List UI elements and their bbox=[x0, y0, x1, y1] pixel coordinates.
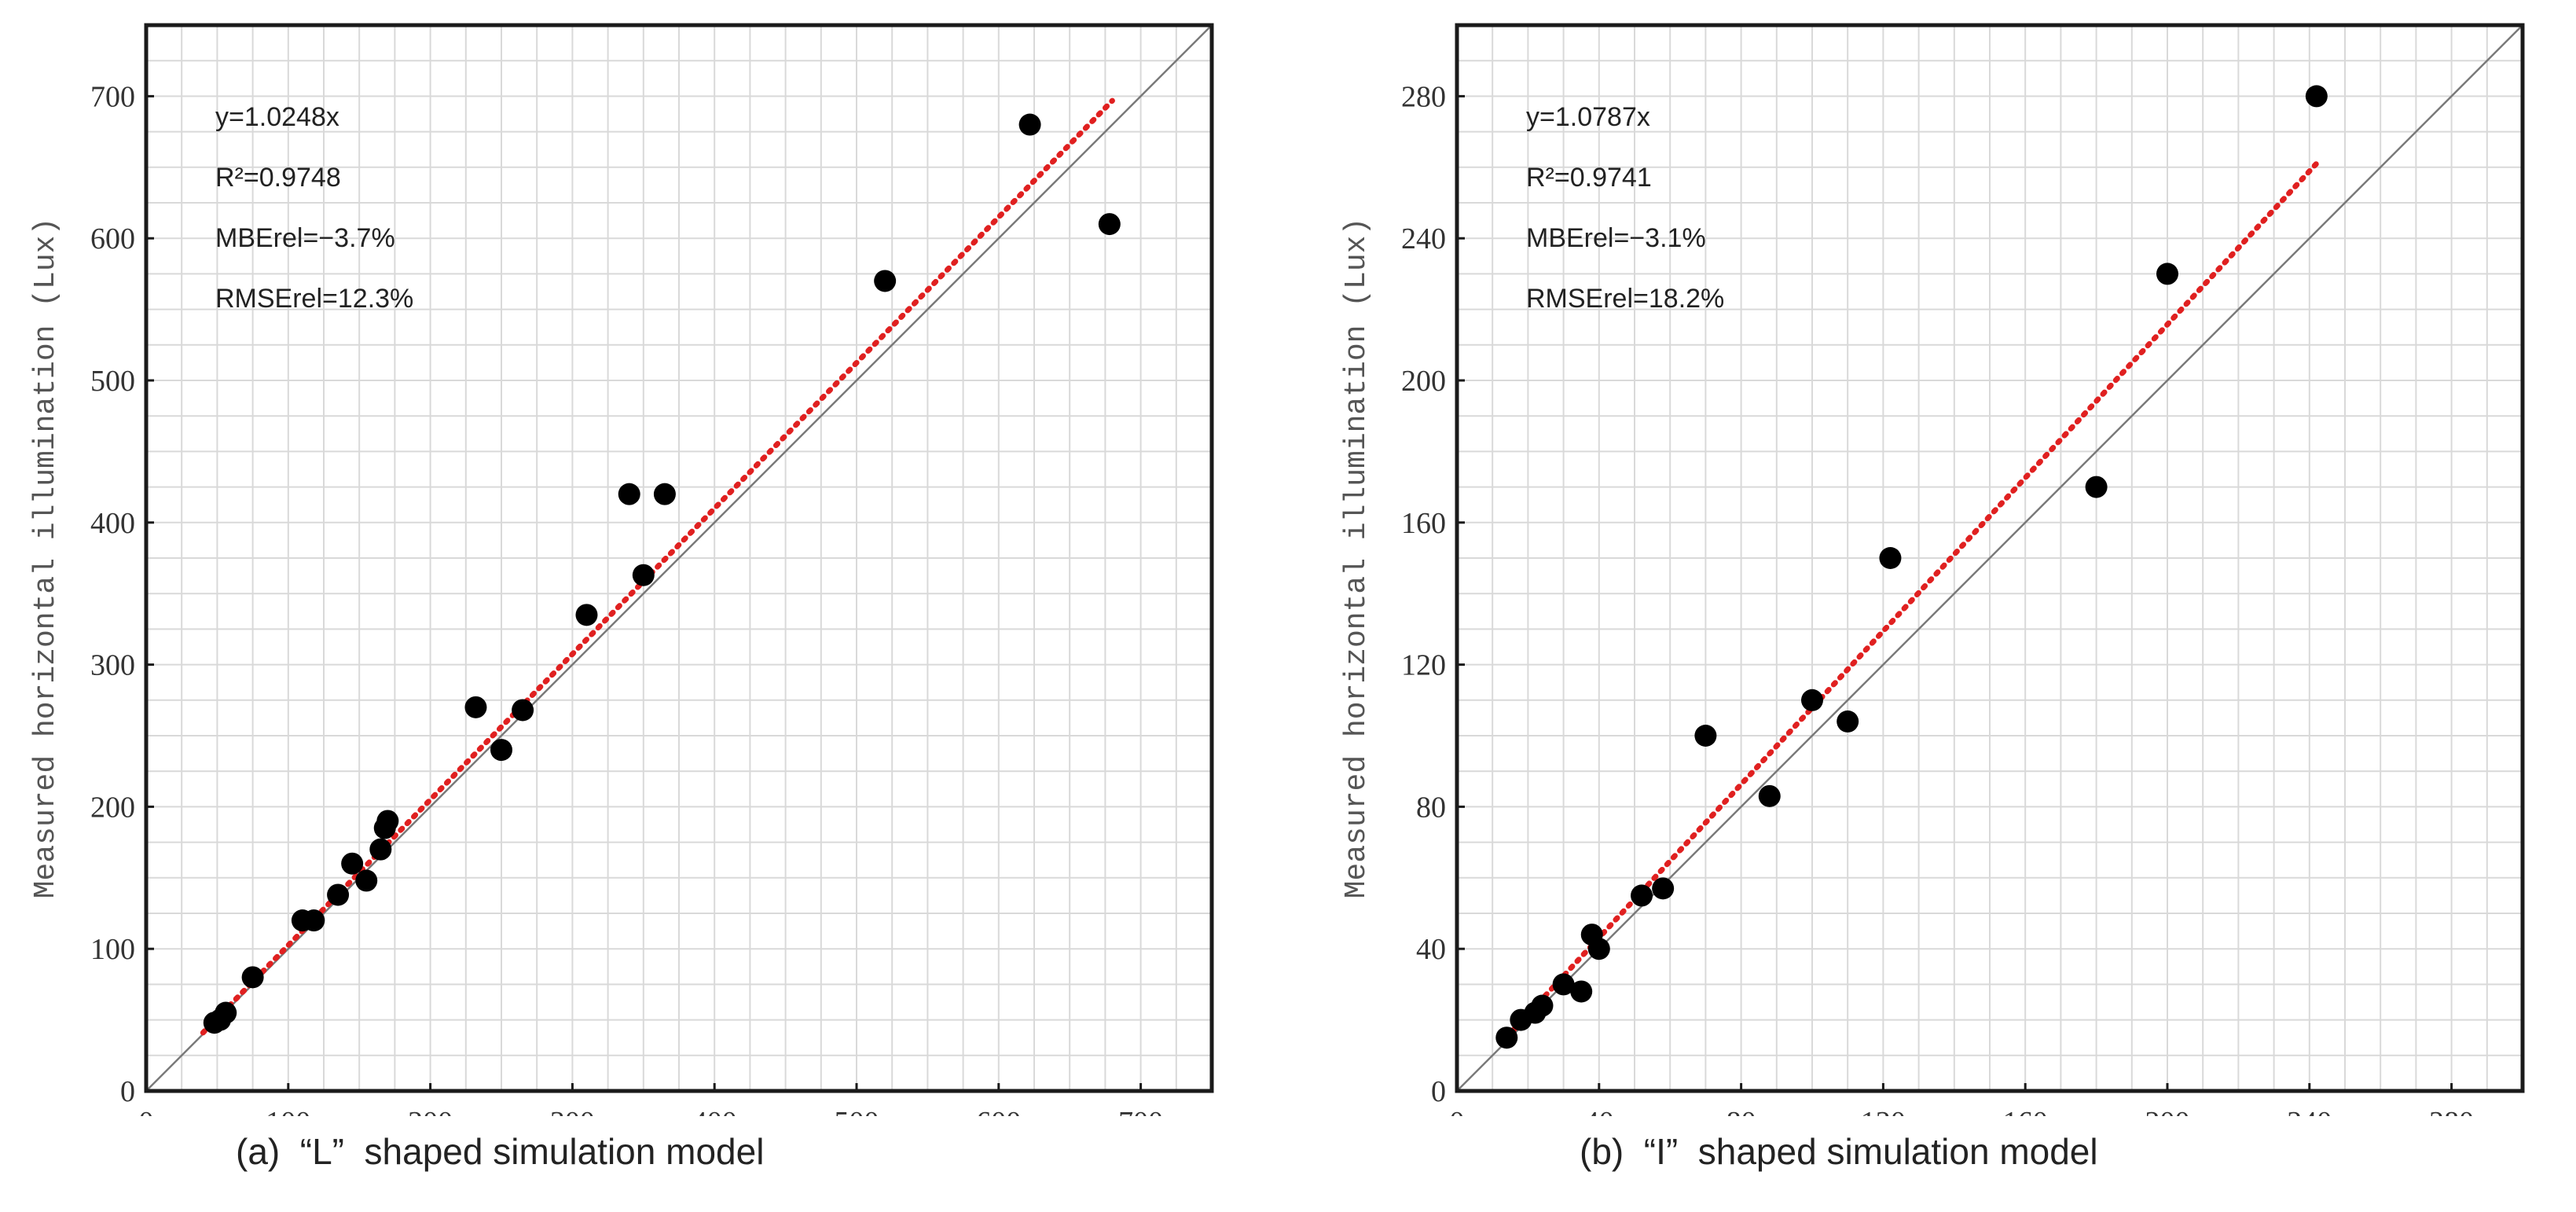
stat-annotation: y=1.0248x bbox=[215, 102, 339, 132]
x-tick-label: 700 bbox=[1118, 1106, 1163, 1116]
y-tick-label: 280 bbox=[1401, 80, 1446, 113]
data-point bbox=[1552, 973, 1575, 996]
grid bbox=[146, 25, 1212, 1091]
stat-annotation: MBErel=−3.1% bbox=[1526, 223, 1706, 253]
y-tick-label: 100 bbox=[90, 933, 135, 966]
x-tick-label: 120 bbox=[1861, 1106, 1906, 1116]
x-tick-label: 80 bbox=[1727, 1106, 1756, 1116]
data-point bbox=[512, 699, 534, 722]
data-point bbox=[632, 564, 655, 586]
x-tick-label: 0 bbox=[139, 1106, 154, 1116]
data-point bbox=[376, 810, 399, 832]
data-point bbox=[303, 909, 325, 932]
y-tick-label: 200 bbox=[1401, 365, 1446, 398]
y-tick-label: 500 bbox=[90, 365, 135, 398]
data-point bbox=[575, 604, 598, 626]
y-axis-title: Measured horizontal illumination (Lux) bbox=[1340, 218, 1374, 899]
data-point bbox=[618, 483, 640, 505]
stat-annotation: RMSErel=12.3% bbox=[215, 284, 413, 314]
data-point bbox=[1631, 884, 1653, 907]
chart-b: 0 40 80 120 160 200 240 280 0 40 80 120 160 200 240 280… bbox=[1340, 23, 2525, 1116]
chart-a: 0 100 200 300 400 500 600 700 0 100 200 300 400 500 60… bbox=[29, 23, 1214, 1116]
y-tick-label: 240 bbox=[1401, 222, 1446, 255]
y-tick-label: 400 bbox=[90, 507, 135, 540]
data-point bbox=[1652, 877, 1675, 900]
stat-annotation: R²=0.9748 bbox=[215, 163, 341, 193]
data-point bbox=[2085, 476, 2108, 498]
data-point bbox=[369, 838, 392, 861]
data-point bbox=[1018, 113, 1041, 136]
data-point bbox=[1758, 784, 1781, 807]
data-point bbox=[464, 696, 487, 718]
data-point bbox=[1531, 994, 1554, 1017]
data-point bbox=[874, 270, 897, 292]
data-point bbox=[1495, 1027, 1518, 1049]
data-point bbox=[653, 483, 676, 505]
x-tick-label: 600 bbox=[976, 1106, 1021, 1116]
x-tick-label: 300 bbox=[550, 1106, 595, 1116]
plot-frame bbox=[1455, 23, 2525, 1093]
x-tick-label: 100 bbox=[266, 1106, 310, 1116]
y-tick-label: 300 bbox=[90, 649, 135, 682]
y-tick-label: 700 bbox=[90, 80, 135, 113]
y-tick-label: 0 bbox=[120, 1075, 135, 1108]
x-tick-label: 0 bbox=[1450, 1106, 1465, 1116]
fit-line bbox=[200, 97, 1115, 1036]
x-tick-label: 280 bbox=[2429, 1106, 2474, 1116]
x-tick-label: 200 bbox=[2145, 1106, 2190, 1116]
data-point bbox=[2305, 85, 2328, 108]
y-tick-label: 80 bbox=[1416, 791, 1446, 824]
data-point bbox=[1879, 547, 1902, 569]
data-point bbox=[1837, 710, 1859, 733]
data-point bbox=[2156, 263, 2178, 285]
stat-annotation: RMSErel=18.2% bbox=[1526, 284, 1724, 314]
plot-frame bbox=[144, 23, 1214, 1093]
caption-a: (a) “L” shaped simulation model bbox=[236, 1131, 765, 1172]
data-point bbox=[1801, 689, 1823, 711]
data-point bbox=[327, 883, 350, 906]
caption-b: (b) “I” shaped simulation model bbox=[1580, 1131, 2098, 1172]
y-tick-label: 200 bbox=[90, 791, 135, 824]
y-tick-label: 120 bbox=[1401, 649, 1446, 682]
data-point bbox=[1694, 725, 1717, 747]
data-point bbox=[355, 869, 378, 892]
reference-line bbox=[145, 24, 1213, 1092]
x-tick-label: 160 bbox=[2003, 1106, 2048, 1116]
x-tick-label: 200 bbox=[408, 1106, 453, 1116]
y-tick-label: 600 bbox=[90, 222, 135, 255]
data-point bbox=[1570, 980, 1593, 1003]
y-tick-label: 0 bbox=[1431, 1075, 1446, 1108]
stat-annotation: R²=0.9741 bbox=[1526, 163, 1652, 193]
data-point bbox=[490, 739, 512, 762]
y-tick-label: 40 bbox=[1416, 933, 1446, 966]
x-tick-label: 400 bbox=[692, 1106, 737, 1116]
y-axis-title: Measured horizontal illumination (Lux) bbox=[29, 218, 63, 899]
stat-annotation: y=1.0787x bbox=[1526, 102, 1650, 132]
y-tick-label: 160 bbox=[1401, 507, 1446, 540]
data-point bbox=[1587, 938, 1610, 960]
x-tick-label: 240 bbox=[2287, 1106, 2332, 1116]
x-tick-label: 40 bbox=[1584, 1106, 1614, 1116]
data-point bbox=[241, 966, 264, 989]
reference-line bbox=[1456, 24, 2523, 1092]
data-point bbox=[1098, 213, 1121, 236]
x-tick-label: 500 bbox=[835, 1106, 879, 1116]
data-point bbox=[341, 852, 364, 875]
stat-annotation: MBErel=−3.7% bbox=[215, 223, 395, 253]
data-point bbox=[215, 1001, 237, 1024]
